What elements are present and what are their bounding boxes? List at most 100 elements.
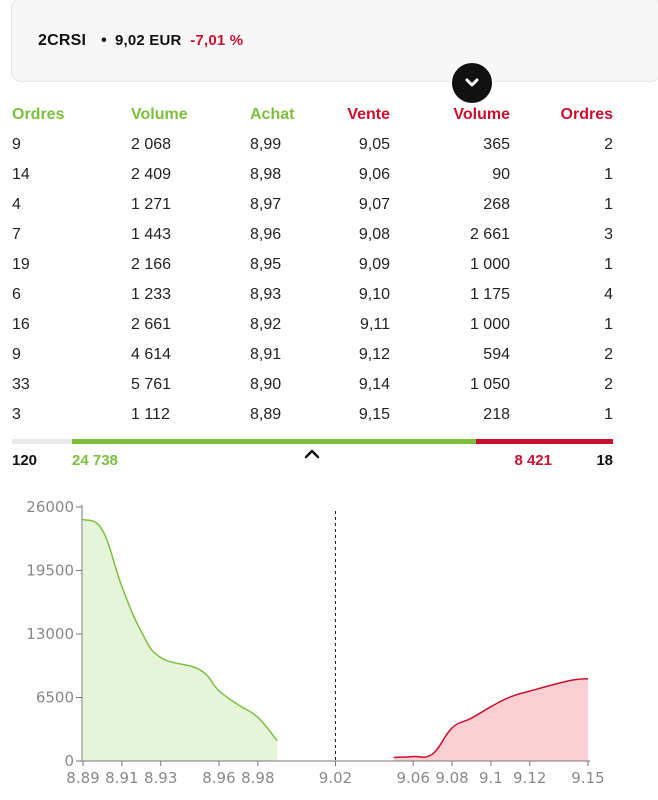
buy-volume-cell: 1 112 [131,406,170,423]
sell-price-cell: 9,11 [360,316,390,333]
table-row: 3 1 112 8,89 9,15 218 1 [12,400,613,430]
sell-orders-cell: 2 [604,136,613,153]
sell-price-cell: 9,09 [358,256,390,273]
sell-orders-cell: 2 [604,376,613,393]
buy-volume-cell: 2 166 [131,256,172,273]
x-tick-label: 8.96 [202,769,235,787]
stock-price: 9,02 EUR [114,32,182,49]
buy-price-cell: 8,92 [250,316,282,333]
sell-price-cell: 9,10 [358,286,390,303]
buy-orders-cell: 6 [12,286,21,303]
chevron-down-icon [465,78,479,87]
sell-orders-cell: 2 [604,346,613,363]
buy-price-cell: 8,97 [250,196,282,213]
x-tick-label: 9.1 [479,769,503,787]
sell-volume-cell: 594 [483,346,510,363]
x-tick-label: 9.02 [319,769,352,787]
buy-orders-cell: 19 [12,256,30,273]
x-tick-label: 9.08 [435,769,468,787]
buy-orders-cell: 9 [12,136,21,153]
table-row: 9 4 614 8,91 9,12 594 2 [12,340,613,370]
buy-orders-cell: 4 [12,196,21,213]
buy-volume-cell: 5 761 [131,376,172,393]
x-tick-label: 8.93 [144,769,177,787]
quote-header: 2CRSI • 9,02 EUR -7,01 % [11,0,658,82]
col-sell-volume: Volume [453,106,510,123]
buy-volume-cell: 2 068 [131,136,172,153]
buy-price-cell: 8,99 [250,136,282,153]
sell-volume-cell: 90 [492,166,510,183]
sell-price-cell: 9,15 [358,406,390,423]
sell-depth-area [393,678,588,761]
sell-price-cell: 9,14 [358,376,390,393]
sell-orders-cell: 1 [604,406,613,423]
sell-price-cell: 9,08 [358,226,390,243]
price-change: -7,01 % [190,32,244,49]
buy-orders-cell: 14 [12,166,30,183]
y-tick-label: 6500 [36,689,74,707]
sell-price-cell: 9,06 [358,166,390,183]
separator-dot: • [101,32,107,49]
sell-volume-cell: 365 [483,136,510,153]
sell-orders-cell: 3 [604,226,613,243]
sell-price-cell: 9,07 [358,196,390,213]
buy-price-cell: 8,95 [250,256,282,273]
order-book-table: Ordres Volume Achat Vente Volume Ordres … [12,100,613,430]
quote-summary: 2CRSI • 9,02 EUR -7,01 % [38,32,243,50]
table-row: 16 2 661 8,92 9,11 1 000 1 [12,310,613,340]
table-row: 7 1 443 8,96 9,08 2 661 3 [12,220,613,250]
total-buy-volume: 24 738 [72,452,118,469]
sell-volume-cell: 1 000 [469,256,510,273]
buy-volume-cell: 1 443 [131,226,172,243]
buy-depth-area [83,519,278,761]
x-tick-label: 8.89 [66,769,99,787]
x-tick-label: 9.12 [513,769,546,787]
x-tick-label: 9.06 [396,769,429,787]
sell-volume-cell: 1 000 [469,316,510,333]
chevron-up-icon[interactable] [302,446,322,462]
sell-volume-bar [476,439,613,444]
buy-volume-cell: 4 614 [131,346,172,363]
buy-price-cell: 8,91 [250,346,282,363]
buy-depth-line [82,518,278,742]
table-row: 6 1 233 8,93 9,10 1 175 4 [12,280,613,310]
col-buy-volume: Volume [131,106,188,123]
sell-volume-cell: 218 [483,406,510,423]
col-buy-price: Achat [250,106,295,123]
table-row: 9 2 068 8,99 9,05 365 2 [12,130,613,160]
market-depth-chart: 0 6500 13000 19500 26000 8.89 8.91 8.93 8.96 8.98… [26,498,604,787]
col-buy-orders: Ordres [12,106,65,123]
y-tick-label: 19500 [26,562,74,580]
col-sell-price: Vente [347,106,390,123]
x-tick-label: 8.91 [105,769,138,787]
y-tick-label: 0 [64,752,74,770]
sell-volume-cell: 268 [483,196,510,213]
table-header-row: Ordres Volume Achat Vente Volume Ordres [12,100,613,130]
buy-orders-cell: 16 [12,316,30,333]
expand-toggle-button[interactable] [450,61,494,105]
sell-volume-cell: 2 661 [469,226,510,243]
sell-orders-cell: 1 [604,196,613,213]
table-row: 4 1 271 8,97 9,07 268 1 [12,190,613,220]
buy-price-cell: 8,90 [250,376,282,393]
total-sell-orders: 18 [596,452,613,469]
x-tick-label: 9.15 [571,769,604,787]
y-tick-label: 13000 [26,625,74,643]
sell-orders-cell: 1 [604,166,613,183]
buy-volume-cell: 2 661 [131,316,172,333]
sell-volume-cell: 1 050 [469,376,510,393]
buy-orders-cell: 7 [12,226,21,243]
buy-price-cell: 8,89 [250,406,282,423]
sell-volume-cell: 1 175 [469,286,510,303]
total-sell-volume: 8 421 [514,452,552,469]
table-row: 19 2 166 8,95 9,09 1 000 1 [12,250,613,280]
sell-price-cell: 9,05 [358,136,390,153]
sell-depth-line [393,677,589,759]
buy-price-cell: 8,96 [250,226,282,243]
table-row: 14 2 409 8,98 9,06 90 1 [12,160,613,190]
buy-volume-cell: 1 271 [131,196,172,213]
sell-orders-cell: 1 [604,256,613,273]
buy-orders-cell: 3 [12,406,21,423]
col-sell-orders: Ordres [560,106,613,123]
sell-orders-cell: 4 [604,286,613,303]
